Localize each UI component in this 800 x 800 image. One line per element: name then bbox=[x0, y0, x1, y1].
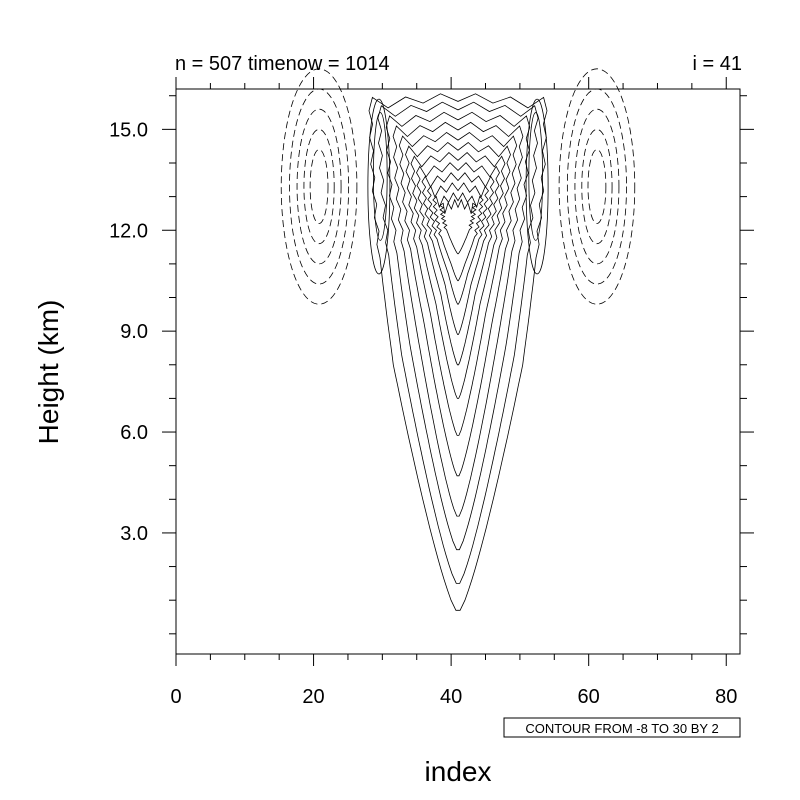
contour-solid-line bbox=[439, 198, 477, 255]
contour-info-label: CONTOUR FROM -8 TO 30 BY 2 bbox=[525, 721, 718, 736]
plot-frame bbox=[175, 88, 741, 655]
contour-solid-line bbox=[377, 101, 539, 584]
chart-title-right: i = 41 bbox=[693, 53, 742, 75]
contour-solid-line bbox=[405, 141, 511, 436]
y-axis-label: Height (km) bbox=[33, 300, 64, 445]
y-tick-label: 9.0 bbox=[120, 321, 148, 343]
contour-solid-line bbox=[426, 182, 490, 305]
contour-dashed-line bbox=[574, 108, 620, 265]
contour-solid-line bbox=[416, 162, 500, 366]
contour-dashed-line bbox=[587, 149, 607, 224]
x-tick-label: 0 bbox=[170, 686, 181, 708]
contour-dashed-line bbox=[566, 88, 627, 285]
contour-dashed-line bbox=[309, 149, 329, 224]
contour-solid-line bbox=[432, 192, 484, 282]
x-tick-label: 40 bbox=[440, 686, 462, 708]
x-tick-label: 60 bbox=[578, 686, 600, 708]
x-axis-label: index bbox=[425, 756, 492, 787]
contour-dashed-line bbox=[280, 68, 358, 305]
contour-solid-lobe bbox=[367, 98, 391, 275]
contour-dashed-line bbox=[289, 88, 350, 285]
contour-solid-line bbox=[421, 172, 495, 335]
chart-title-left: n = 507 timenow = 1014 bbox=[175, 53, 390, 75]
contour-dashed-line bbox=[303, 128, 335, 245]
contour-solid-line bbox=[410, 152, 506, 399]
y-tick-label: 12.0 bbox=[109, 220, 148, 242]
contour-solid-line bbox=[392, 121, 524, 517]
x-tick-label: 20 bbox=[302, 686, 324, 708]
contour-dashed-line bbox=[296, 108, 342, 265]
contour-solid-line bbox=[385, 111, 531, 551]
contour-dashed-line bbox=[558, 68, 636, 305]
contour-lines bbox=[280, 68, 636, 611]
contour-solid-line bbox=[368, 93, 548, 611]
y-tick-label: 6.0 bbox=[120, 422, 148, 444]
contour-solid-lobe bbox=[528, 112, 543, 241]
contour-dashed-line bbox=[581, 128, 613, 245]
y-tick-label: 15.0 bbox=[109, 119, 148, 141]
contour-info-box bbox=[503, 717, 741, 738]
x-tick-label: 80 bbox=[715, 686, 737, 708]
contour-solid-line bbox=[398, 132, 518, 477]
y-tick-label: 3.0 bbox=[120, 523, 148, 545]
contour-solid-lobe bbox=[372, 112, 388, 241]
axes: 0 20 40 60 80 3.0 6.0 9.0 12.0 15.0 bbox=[109, 77, 754, 708]
contour-solid-lobe bbox=[525, 98, 549, 275]
